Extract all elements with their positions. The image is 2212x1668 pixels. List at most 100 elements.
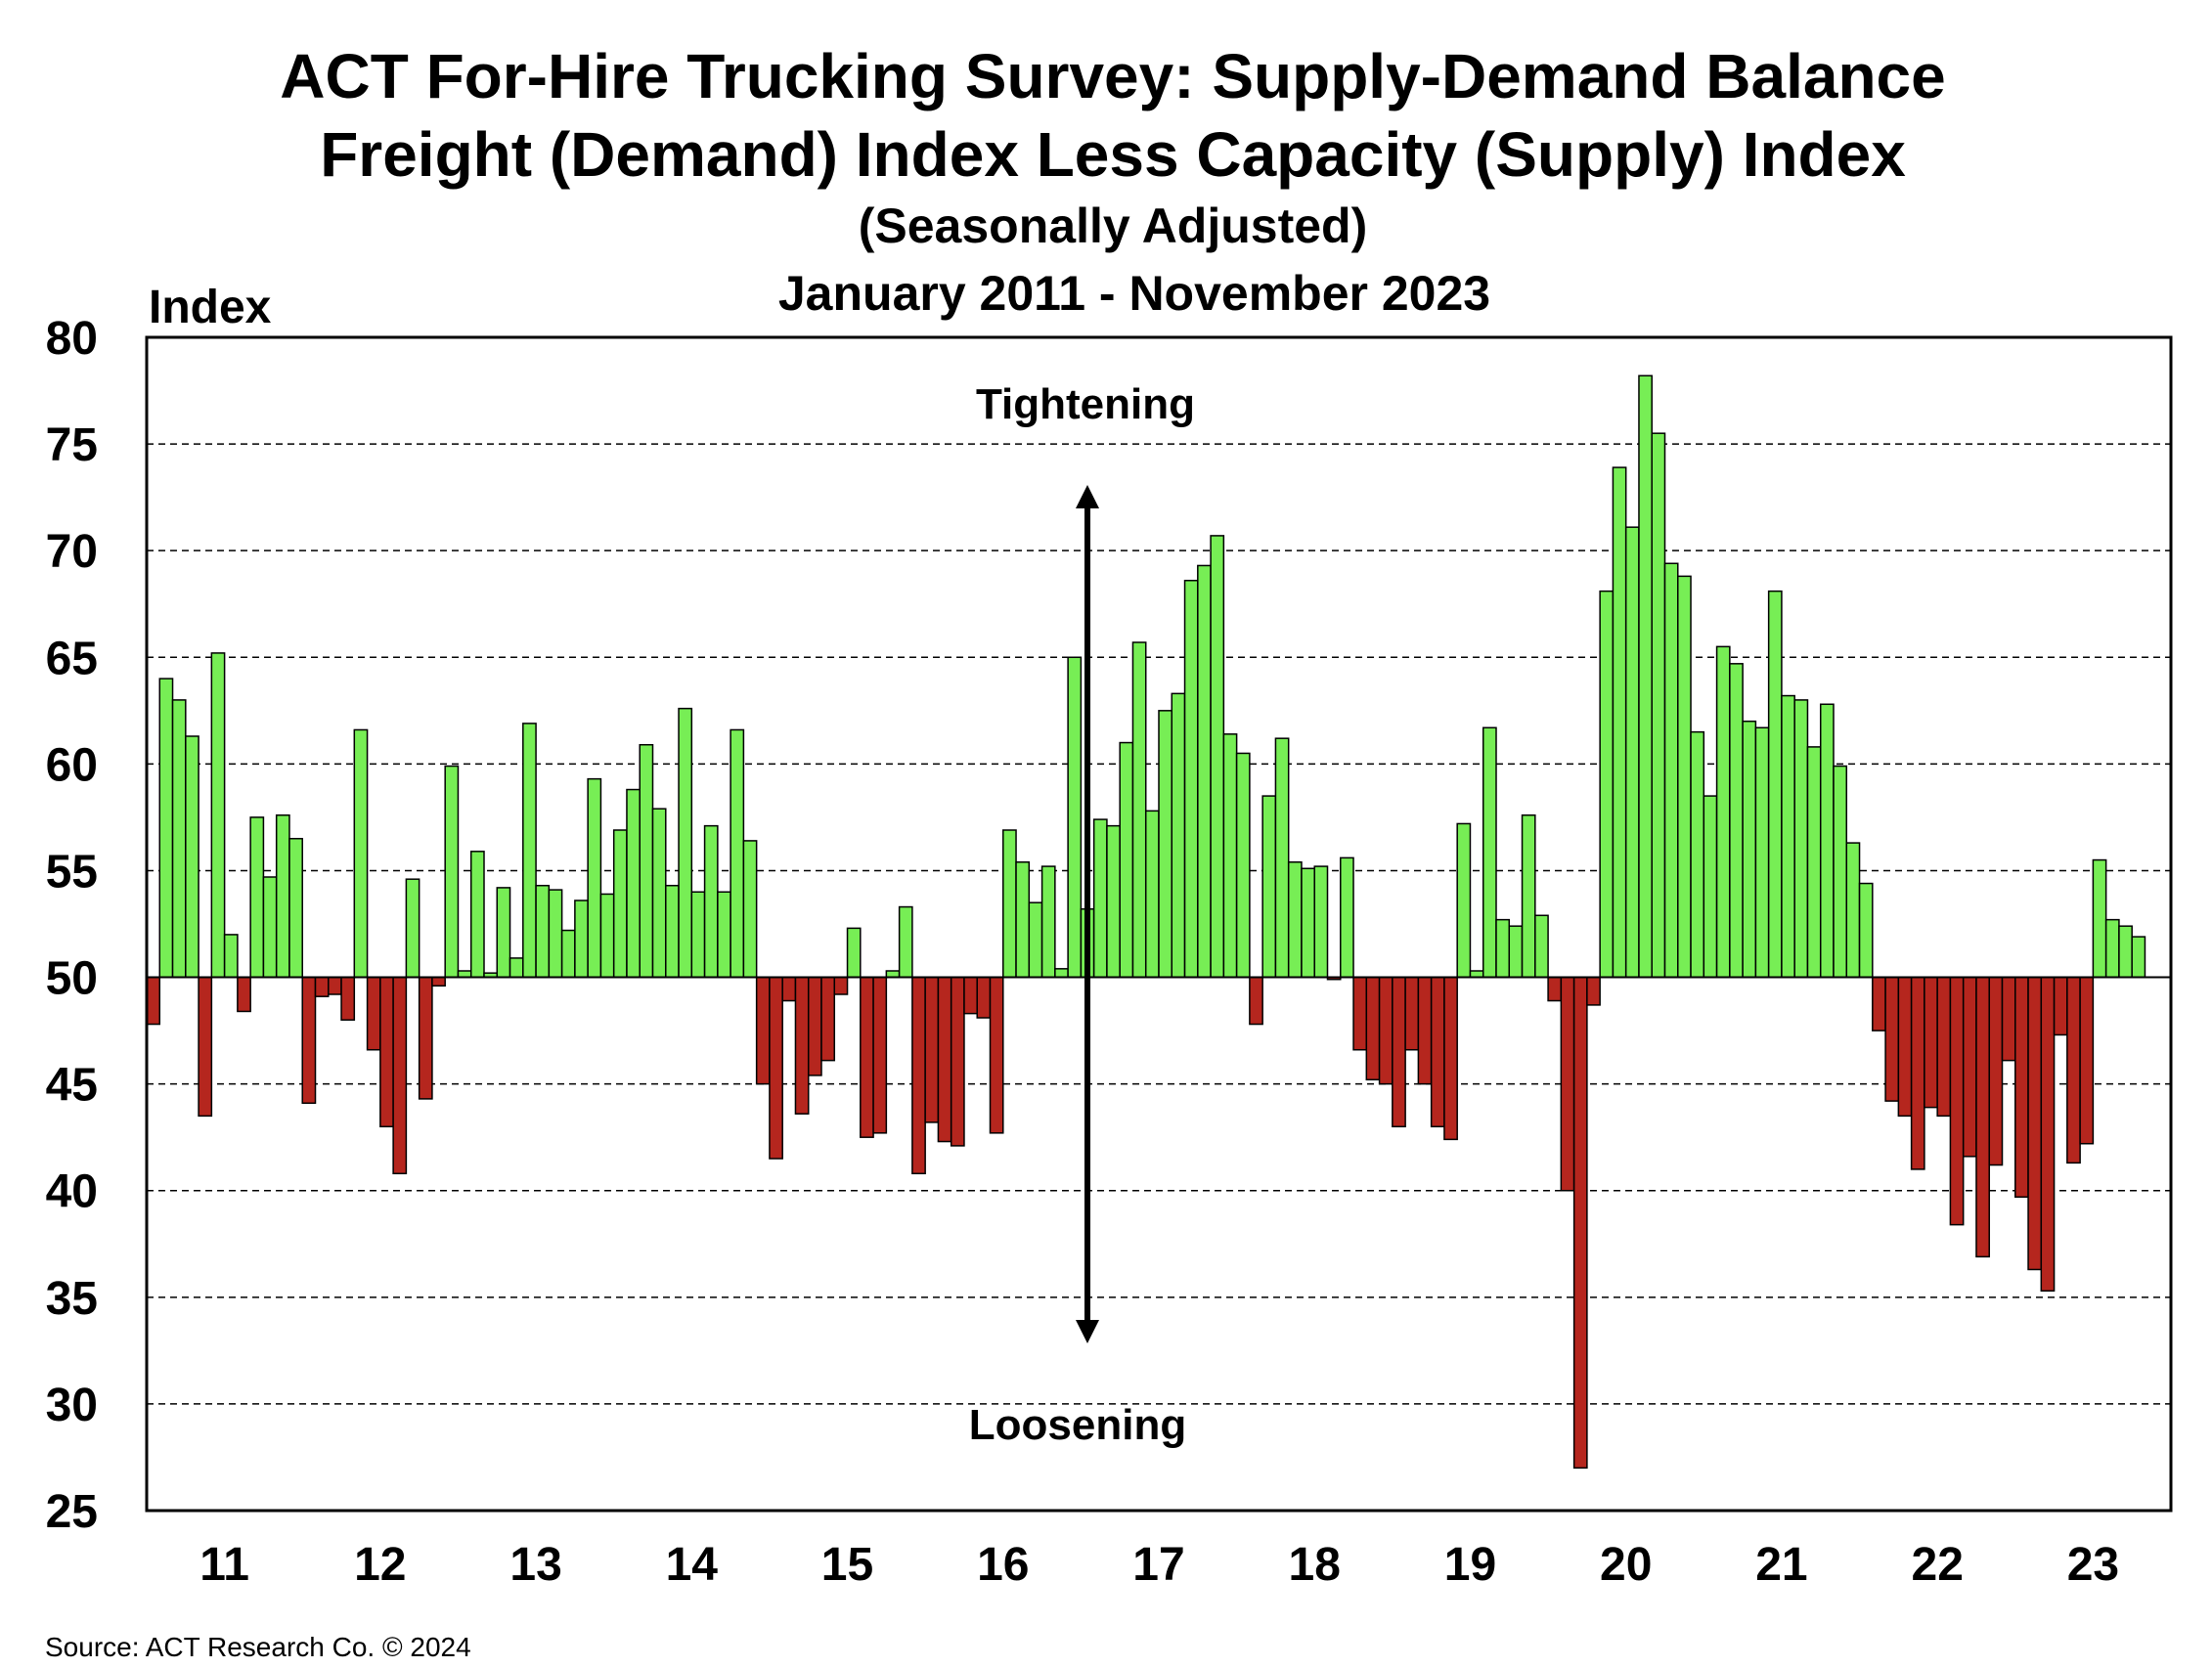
- bar: [1936, 976, 1952, 1118]
- bar: [249, 816, 265, 979]
- chart-subtitle-line-2: January 2011 - November 2023: [778, 266, 1490, 321]
- bar: [1183, 579, 1199, 979]
- bar: [1845, 842, 1861, 979]
- x-tick-label: 23: [2067, 1539, 2119, 1591]
- bar: [1015, 860, 1031, 979]
- bar: [210, 652, 226, 979]
- y-tick-label: 80: [46, 313, 98, 365]
- bar: [1301, 867, 1315, 979]
- bar: [755, 976, 771, 1085]
- bar: [1560, 976, 1575, 1192]
- bar: [1924, 976, 1938, 1109]
- bar: [560, 929, 576, 979]
- bar: [237, 976, 251, 1013]
- bar: [1158, 710, 1173, 979]
- bar: [1833, 765, 1848, 979]
- y-tick-label: 30: [46, 1380, 98, 1431]
- bar: [574, 900, 589, 979]
- bar: [924, 976, 940, 1123]
- bar: [846, 927, 862, 979]
- bar: [548, 889, 563, 979]
- bar: [2014, 976, 2029, 1199]
- bar: [1456, 822, 1472, 979]
- y-tick-label: 40: [46, 1166, 98, 1218]
- bar: [1340, 856, 1354, 979]
- y-tick-label: 35: [46, 1273, 98, 1325]
- bar: [1131, 641, 1147, 979]
- bar: [223, 934, 239, 979]
- bar: [1767, 590, 1783, 979]
- bar: [444, 765, 460, 979]
- bar: [678, 707, 693, 979]
- bar: [937, 976, 952, 1143]
- bar: [1806, 746, 1822, 979]
- bar: [1144, 810, 1160, 979]
- bar: [1677, 575, 1692, 979]
- bar: [1197, 564, 1212, 979]
- x-tick-label: 11: [199, 1539, 249, 1591]
- bar: [1235, 752, 1251, 979]
- bar: [639, 743, 654, 979]
- bar: [328, 976, 342, 995]
- bar: [1365, 976, 1381, 1081]
- bar: [1054, 968, 1069, 979]
- y-tick-label: 50: [46, 953, 98, 1005]
- bar: [509, 957, 524, 979]
- y-tick-label: 60: [46, 739, 98, 791]
- x-tick-label: 19: [1444, 1539, 1496, 1591]
- bar: [340, 976, 356, 1021]
- y-tick-labels: 25 30 35 40 45 50 55 60 65 70 75 80: [46, 313, 98, 1538]
- source-note: Source: ACT Research Co. © 2024: [45, 1632, 471, 1662]
- bar: [1430, 976, 1445, 1128]
- bar: [288, 837, 303, 979]
- bar: [1534, 914, 1549, 979]
- y-tick-label: 55: [46, 846, 98, 898]
- plot-frame: [145, 335, 2173, 1513]
- y-axis-label: Index: [149, 282, 272, 333]
- bars: [146, 374, 2146, 1470]
- bar: [860, 976, 874, 1138]
- bar: [703, 824, 719, 979]
- bar: [1040, 865, 1056, 979]
- bar: [353, 728, 369, 979]
- bar: [1612, 466, 1627, 979]
- bar: [1002, 829, 1017, 979]
- bar: [418, 976, 433, 1100]
- chart-title-line-2: Freight (Demand) Index Less Capacity (Su…: [320, 119, 1906, 190]
- bar: [989, 976, 1004, 1134]
- bar: [1638, 374, 1653, 979]
- x-tick-label: 14: [666, 1539, 719, 1591]
- bar: [496, 887, 511, 979]
- bar: [1106, 824, 1121, 979]
- bar: [2079, 976, 2095, 1145]
- bar: [950, 976, 965, 1147]
- bar: [769, 976, 783, 1160]
- bar: [2027, 976, 2043, 1271]
- x-tick-label: 13: [509, 1539, 561, 1591]
- bar: [690, 891, 706, 979]
- bar: [1858, 882, 1874, 979]
- bar: [1067, 656, 1083, 979]
- bar: [2066, 976, 2081, 1164]
- bar: [1572, 976, 1588, 1470]
- bar: [1586, 976, 1601, 1006]
- bar: [665, 884, 680, 979]
- bar: [198, 976, 213, 1118]
- bar: [1715, 645, 1731, 979]
- bar: [1313, 865, 1329, 979]
- bar: [1754, 726, 1770, 979]
- bar: [1703, 795, 1718, 979]
- bar: [405, 878, 420, 979]
- bar: [1547, 976, 1563, 1002]
- bar: [2053, 976, 2068, 1036]
- bar: [2104, 918, 2120, 979]
- annotation-loosening: Loosening: [969, 1401, 1186, 1449]
- bar: [1417, 976, 1433, 1085]
- bar: [612, 829, 628, 979]
- bar: [1729, 663, 1744, 979]
- bar: [1352, 976, 1368, 1051]
- bar: [1287, 860, 1303, 979]
- bar: [1028, 901, 1043, 979]
- bar: [185, 735, 199, 979]
